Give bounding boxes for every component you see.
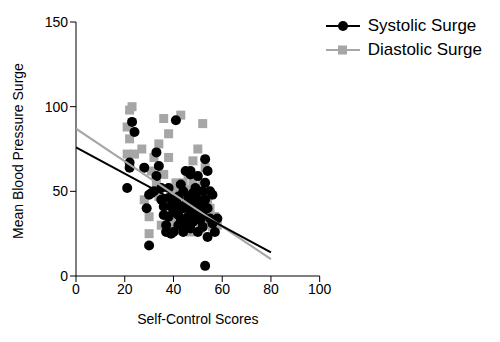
html-text:Diastolic Surge: Diastolic Surge xyxy=(367,40,482,59)
svg-text:Mean Blood Pressure Surge: Mean Blood Pressure Surge xyxy=(10,63,26,239)
svg-text:50: 50 xyxy=(52,183,68,199)
svg-text:100: 100 xyxy=(308,281,332,297)
svg-text:0: 0 xyxy=(72,281,80,297)
html-text:Systolic Surge: Systolic Surge xyxy=(367,16,477,35)
svg-text:20: 20 xyxy=(117,281,133,297)
svg-text:60: 60 xyxy=(214,281,230,297)
svg-text:100: 100 xyxy=(45,99,69,115)
svg-text:0: 0 xyxy=(60,268,68,284)
svg-text:150: 150 xyxy=(45,14,69,30)
svg-text:Self-Control Scores: Self-Control Scores xyxy=(137,311,258,327)
svg-text:80: 80 xyxy=(263,281,279,297)
svg-text:40: 40 xyxy=(166,281,182,297)
